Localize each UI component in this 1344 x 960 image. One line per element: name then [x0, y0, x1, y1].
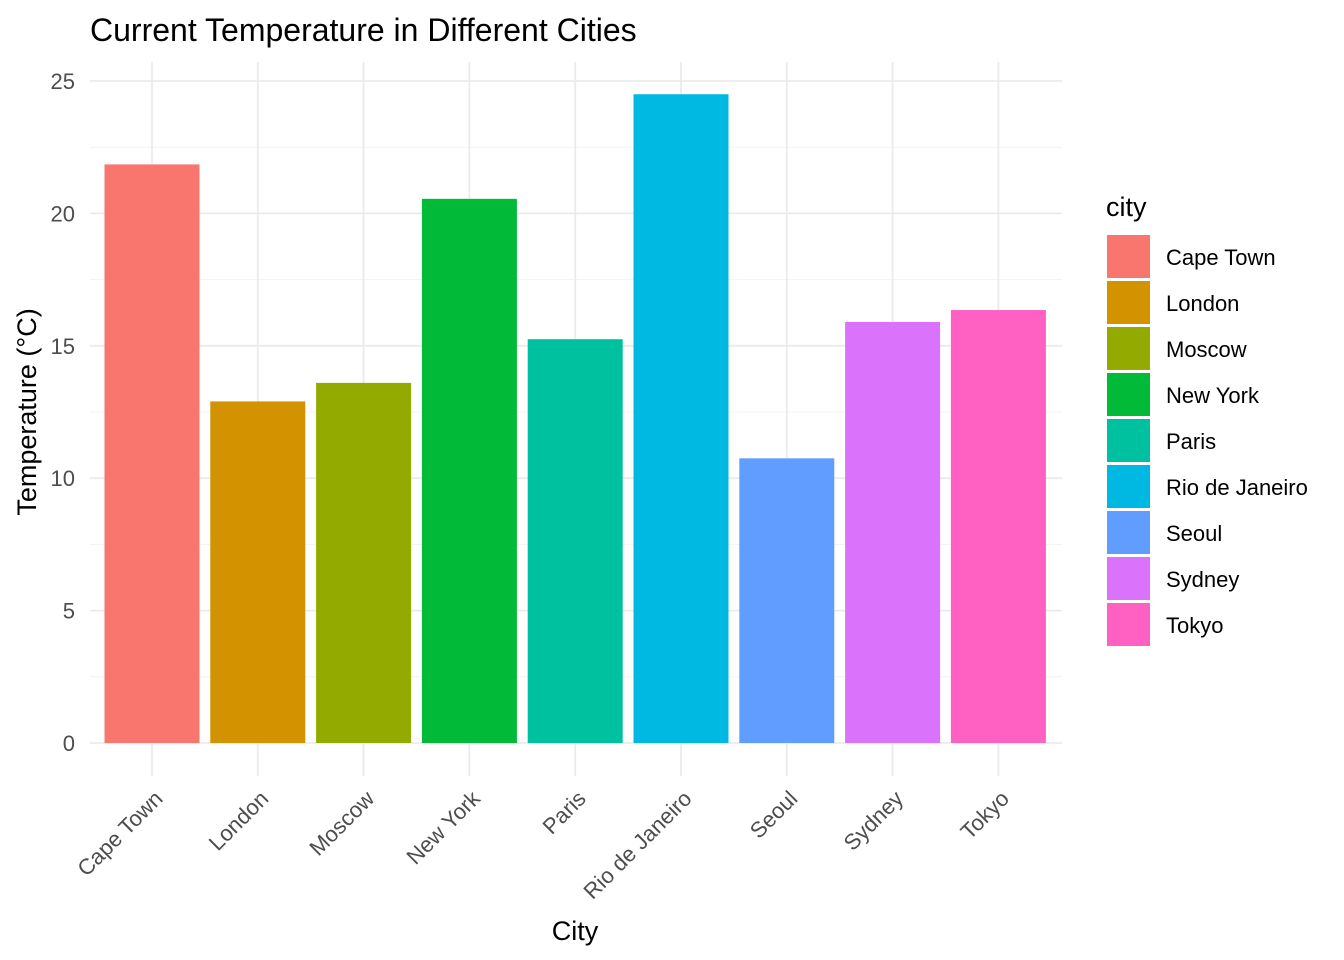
x-tick-label: New York: [402, 785, 486, 869]
y-tick-label: 20: [51, 201, 75, 226]
bar: [210, 401, 306, 743]
bar: [104, 164, 200, 744]
bar: [421, 198, 517, 743]
legend-swatch: [1107, 373, 1150, 416]
y-axis-ticks: 0 5 10 15 20 25: [51, 69, 75, 756]
y-axis-title: Temperature (°C): [12, 308, 42, 515]
legend-swatch: [1107, 557, 1150, 600]
y-tick-label: 10: [51, 466, 75, 491]
bar: [527, 339, 623, 743]
x-axis-title: City: [552, 916, 599, 946]
x-tick-label: Sydney: [839, 786, 909, 856]
x-tick-label: London: [204, 786, 274, 856]
chart-title: Current Temperature in Different Cities: [90, 12, 637, 48]
bar: [739, 458, 835, 743]
legend-swatch: [1107, 465, 1150, 508]
legend-label: Moscow: [1166, 337, 1247, 362]
y-tick-label: 5: [63, 599, 75, 624]
legend-label: Cape Town: [1166, 245, 1276, 270]
legend-label: Rio de Janeiro: [1166, 475, 1308, 500]
x-tick-label: Seoul: [745, 786, 802, 843]
legend-title: city: [1106, 192, 1147, 222]
legend-swatch: [1107, 235, 1150, 278]
legend-label: Seoul: [1166, 521, 1222, 546]
x-tick-label: Tokyo: [956, 786, 1014, 844]
y-tick-label: 0: [63, 731, 75, 756]
legend-swatch: [1107, 419, 1150, 462]
bar: [316, 382, 412, 743]
bars: [104, 94, 1046, 744]
bar: [633, 94, 729, 744]
legend-label: New York: [1166, 383, 1260, 408]
x-tick-label: Moscow: [304, 786, 379, 861]
x-tick-label: Paris: [538, 786, 591, 839]
legend-swatch: [1107, 281, 1150, 324]
x-tick-label: Rio de Janeiro: [579, 786, 697, 904]
y-tick-label: 25: [51, 69, 75, 94]
y-tick-label: 15: [51, 334, 75, 359]
legend-label: Sydney: [1166, 567, 1239, 592]
bar: [845, 321, 941, 743]
x-tick-label: Cape Town: [72, 786, 167, 881]
bar: [950, 310, 1046, 743]
legend: city Cape Town London Moscow New York Paris R…: [1106, 192, 1308, 646]
legend-label: Tokyo: [1166, 613, 1223, 638]
legend-swatch: [1107, 511, 1150, 554]
legend-label: London: [1166, 291, 1239, 316]
legend-label: Paris: [1166, 429, 1216, 454]
legend-swatch: [1107, 327, 1150, 370]
legend-swatch: [1107, 603, 1150, 646]
